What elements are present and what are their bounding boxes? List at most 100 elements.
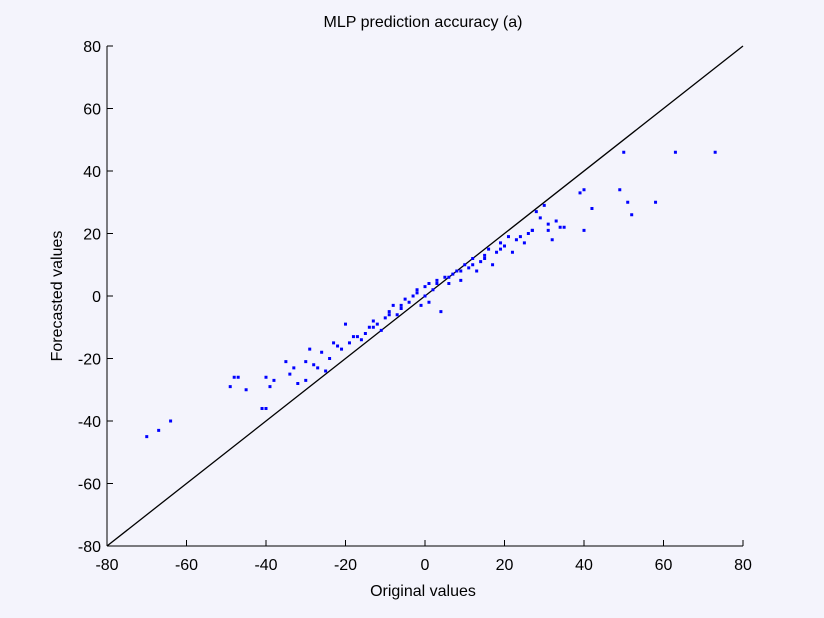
point [582,188,586,192]
point [419,303,423,307]
point [451,272,455,276]
y-tick-label: -60 [78,477,101,494]
point [157,428,161,432]
point [522,241,526,245]
point [347,341,351,345]
point [268,385,272,389]
point [288,372,292,376]
point [403,297,407,301]
point [324,369,328,373]
point [308,347,312,351]
point [169,419,173,423]
point [435,282,439,285]
point [371,325,375,329]
y-axis-label: Forecasted values [49,231,66,362]
point [654,200,658,204]
point [447,275,451,279]
point [387,310,391,314]
point [332,341,336,345]
point [407,300,411,304]
point [546,222,550,226]
point [375,322,379,326]
x-tick-label: 0 [421,557,430,574]
point [475,269,479,273]
point [304,378,308,382]
point [510,250,514,254]
point [491,263,495,267]
point [618,188,622,192]
x-tick-label: -40 [254,557,277,574]
point [423,294,427,298]
point [713,150,717,154]
point [542,203,546,207]
chart-title: MLP prediction accuracy (a) [324,14,523,31]
x-axis-label: Original values [370,583,476,600]
point [296,382,300,385]
x-tick-label: -80 [95,557,118,574]
y-tick-label: -20 [78,352,101,369]
point [316,366,320,370]
point [622,150,626,154]
point [483,257,487,260]
point [590,207,594,210]
point [292,366,296,370]
point [236,375,240,379]
point [487,247,491,251]
point [244,388,248,392]
point [260,407,264,410]
point [534,210,538,214]
y-tick-label: 40 [83,164,101,181]
x-tick-label: 40 [575,557,593,574]
point [530,228,534,232]
x-tick-label: 60 [655,557,673,574]
point [387,313,391,317]
point [463,263,467,267]
point [228,385,232,389]
point [399,307,403,310]
point [367,325,371,329]
point [471,257,475,260]
point [351,335,355,339]
point [328,357,332,360]
y-tick-label: 80 [83,39,101,56]
point [514,238,518,242]
point [320,350,324,354]
y-tick-label: 60 [83,102,101,119]
point [582,228,586,232]
point [363,332,367,335]
point [562,225,566,229]
point [526,232,530,235]
point [499,247,503,251]
point [340,347,344,351]
point [145,435,149,439]
y-tick-label: -80 [78,539,101,556]
point [355,335,359,339]
point [383,316,387,320]
point [304,360,308,364]
point [232,375,236,379]
point [399,303,403,307]
point [391,303,395,307]
point [284,360,288,364]
point [344,322,347,326]
point [550,238,554,242]
x-tick-label: -60 [175,557,198,574]
x-tick-label: 80 [734,557,752,574]
point [518,235,522,239]
point [395,313,399,317]
point [506,235,510,239]
point [264,375,268,379]
point [483,253,487,257]
point [546,228,550,232]
x-tick-label: 20 [496,557,514,574]
point [312,363,316,367]
point [272,378,276,382]
point [558,225,562,229]
x-tick-label: -20 [334,557,357,574]
point [455,269,459,273]
y-tick-label: -40 [78,414,101,431]
point [427,300,431,304]
point [503,244,506,248]
point [447,282,451,285]
